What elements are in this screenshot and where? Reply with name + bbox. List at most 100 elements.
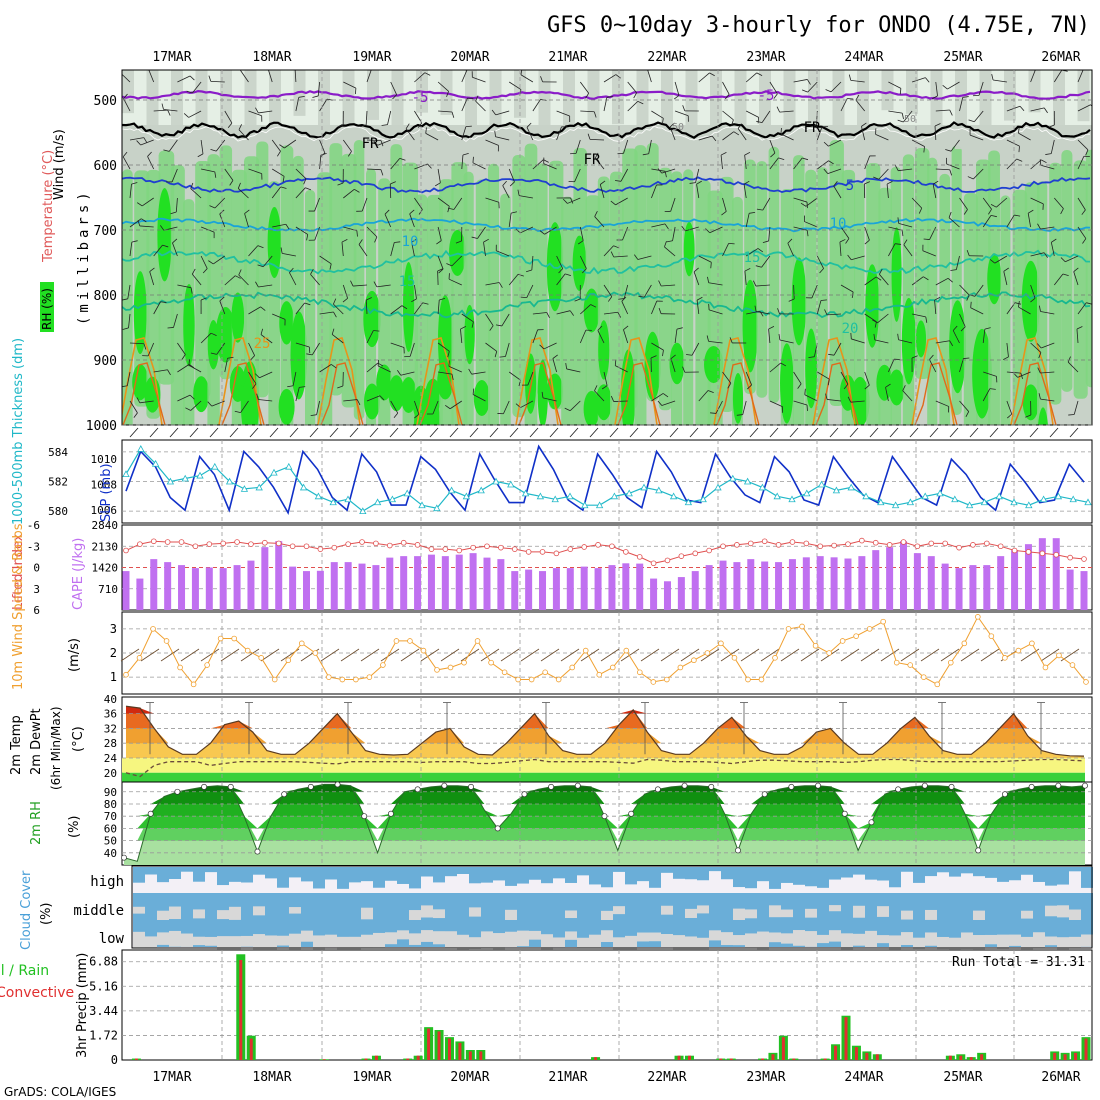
wind-barb-flag <box>331 364 337 369</box>
thickness-marker <box>936 489 944 497</box>
cloud-high-cell <box>589 867 601 885</box>
wind-barb <box>651 168 666 172</box>
rh-bright-cell <box>669 342 685 385</box>
wind-barb <box>1006 105 1021 112</box>
wind10-marker <box>947 659 954 666</box>
rh-gray-band <box>122 70 134 114</box>
wind10-marker <box>975 614 981 620</box>
wind-barb-flag <box>960 326 966 332</box>
wind-barb <box>615 365 628 373</box>
wind-barb <box>210 80 225 83</box>
li-marker <box>289 543 296 550</box>
wind-barb <box>262 255 273 268</box>
wind-barb <box>672 226 676 241</box>
wind-barb-flag <box>720 151 727 156</box>
wind-barb <box>839 242 842 257</box>
wind-barb <box>461 126 467 141</box>
wind-barb <box>163 108 178 112</box>
wind-barb-flag <box>752 280 757 287</box>
wind-barb <box>123 98 131 112</box>
wind-barb-flag <box>238 269 242 276</box>
rh2m-tick-label: 60 <box>104 822 117 835</box>
temp2m-line <box>125 705 1085 757</box>
cape-bar <box>1024 544 1032 610</box>
cloud-high-cell <box>457 867 469 874</box>
cloud-low-gray <box>661 934 673 948</box>
li-marker <box>581 544 587 550</box>
cloud-low-gray <box>781 933 793 944</box>
wind-barb-flag <box>1062 273 1069 277</box>
li-marker <box>789 539 796 545</box>
wind10-marker <box>258 655 265 661</box>
rh2m-marker <box>227 783 234 790</box>
wind10-marker <box>136 655 143 661</box>
wind10-barb <box>540 648 560 662</box>
wind-barb-flag <box>373 330 380 332</box>
cape-bar <box>913 553 921 610</box>
wind-barb <box>366 330 374 344</box>
wind-barb <box>708 282 723 286</box>
wind-barb-flag <box>682 366 686 373</box>
wind-barb <box>769 362 781 373</box>
thickness-marker <box>743 477 752 485</box>
wind-barb-flag <box>1076 326 1083 330</box>
wind-barb <box>1076 329 1079 344</box>
wind10-marker <box>907 662 914 668</box>
cloud-low-gray <box>421 930 433 942</box>
li-marker <box>692 550 699 557</box>
li-marker <box>1039 550 1046 557</box>
wind10-barb <box>980 648 1000 662</box>
rh-band <box>634 145 647 425</box>
wind-barb <box>696 300 700 315</box>
wind-barb-flag <box>219 296 225 302</box>
wind-barb-flag <box>202 268 208 274</box>
run-total: Run Total = 31.31 <box>952 955 1085 970</box>
rh-bright-cell <box>865 264 880 348</box>
rh2m-marker <box>948 783 955 790</box>
wind-barb <box>215 139 226 152</box>
wind-barb <box>411 242 415 257</box>
wind-barb <box>982 215 992 228</box>
wind-barb-flag <box>864 384 870 390</box>
wind-barb <box>566 368 581 373</box>
wind-barb-flag <box>657 168 663 174</box>
wind-barb-flag <box>167 369 171 376</box>
wind-barb-flag <box>733 131 740 136</box>
surface-barb <box>129 427 139 438</box>
wind-barb-flag <box>810 124 817 128</box>
rh-bright-cell <box>388 375 405 412</box>
wind-barb <box>526 284 534 298</box>
wind-barb <box>128 313 131 328</box>
rh2m-marker <box>815 782 822 789</box>
wind-barb-flag <box>137 220 141 227</box>
thickness-marker <box>832 486 841 494</box>
cloud-middle-cell <box>1081 893 1093 920</box>
thickness-marker <box>373 498 382 506</box>
wind-barb <box>520 74 534 83</box>
li-marker <box>567 546 574 552</box>
wind-barb-flag <box>252 383 257 389</box>
cape-tick-label: 2840 <box>92 519 119 532</box>
wind10-barb <box>240 648 260 662</box>
wind-barb <box>472 394 486 402</box>
cloud-high-cell <box>1021 867 1033 875</box>
cloud-high-cell <box>913 867 925 883</box>
wind-barb-flag <box>650 355 657 359</box>
contour-label: 15 <box>399 274 416 290</box>
wind-barb <box>793 197 808 203</box>
rh-gray-band <box>318 70 330 147</box>
wind-barb <box>1077 139 1089 151</box>
wind-barb <box>211 400 225 407</box>
wind-barb-flag <box>143 137 148 143</box>
wind-barb-flag <box>661 118 664 125</box>
rh-bright-cell <box>183 284 195 367</box>
wind-barb <box>316 400 320 415</box>
wind10-barb <box>800 648 820 662</box>
cape-bar <box>733 562 741 610</box>
wind-barb-flag <box>762 240 769 244</box>
wind-barb <box>472 76 486 83</box>
wind-barb <box>122 73 131 83</box>
wind-barb-flag <box>710 412 717 414</box>
rh-band <box>1012 189 1028 425</box>
